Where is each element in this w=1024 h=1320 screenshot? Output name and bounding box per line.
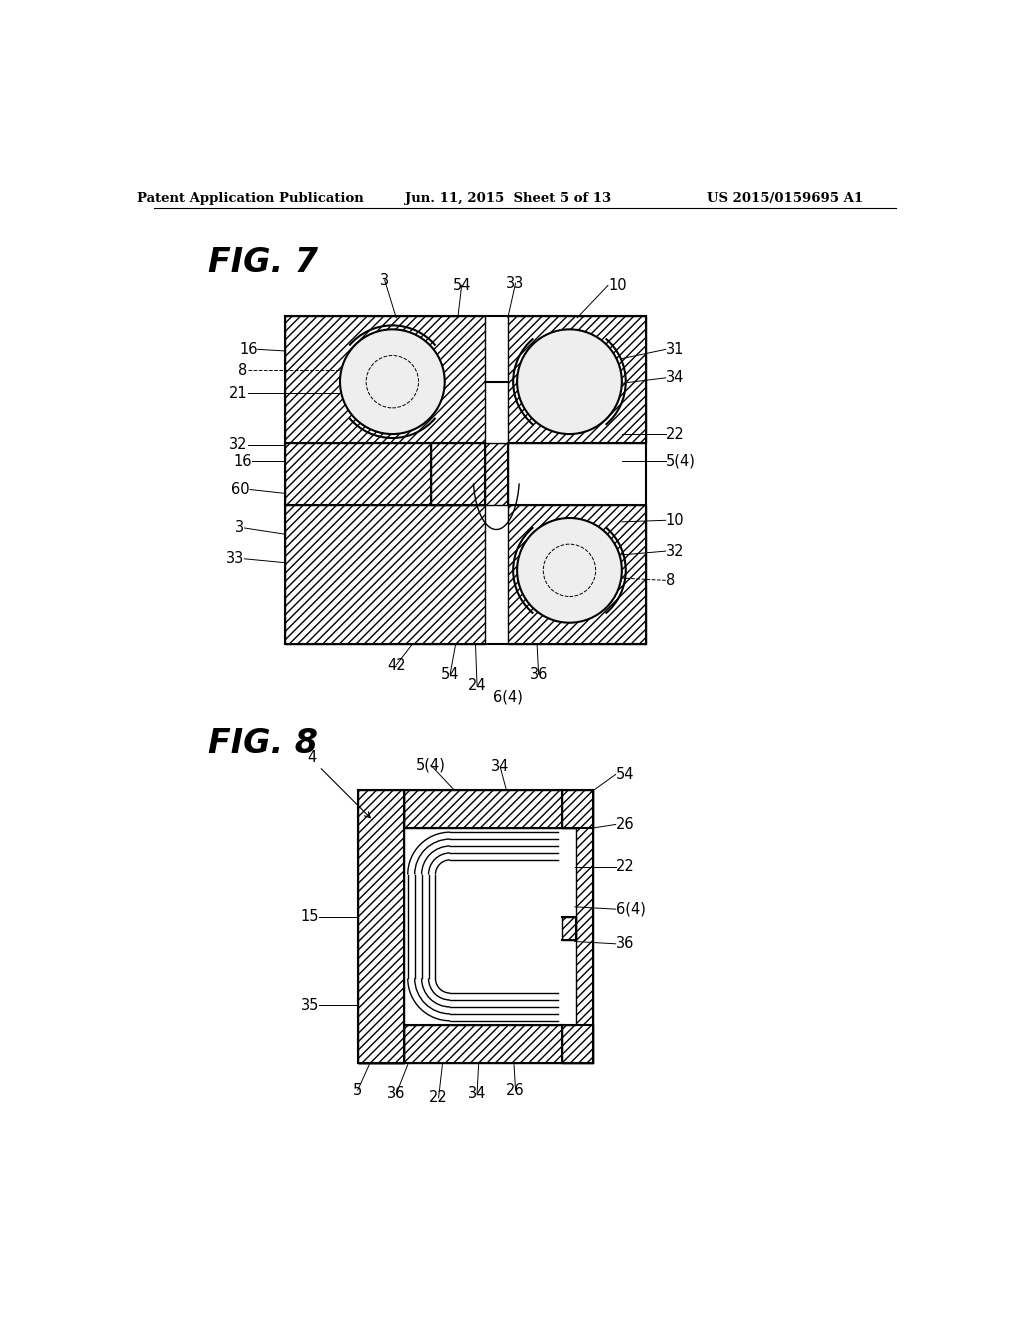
Text: 6(4): 6(4) [493,690,523,705]
Text: 22: 22 [615,859,635,874]
Polygon shape [357,789,593,829]
Polygon shape [508,317,646,444]
Text: 15: 15 [301,909,319,924]
Text: 10: 10 [608,279,627,293]
Circle shape [517,330,622,434]
Text: 33: 33 [507,276,524,290]
Text: 26: 26 [506,1082,525,1098]
Text: 3: 3 [380,272,389,288]
Text: 26: 26 [615,817,634,832]
Text: 31: 31 [666,342,684,356]
Circle shape [340,330,444,434]
Text: 54: 54 [441,667,460,682]
Text: 36: 36 [387,1086,406,1101]
Text: 6(4): 6(4) [615,902,645,916]
Text: 21: 21 [229,385,248,401]
Text: 42: 42 [387,657,406,673]
Text: 16: 16 [233,454,252,469]
Text: 54: 54 [453,279,471,293]
Text: 32: 32 [666,544,684,558]
Text: 34: 34 [468,1086,486,1101]
Text: 34: 34 [666,371,684,385]
Text: 5(4): 5(4) [416,758,445,772]
Polygon shape [562,789,593,1063]
Text: 8: 8 [666,573,675,587]
Text: 35: 35 [301,998,319,1012]
Circle shape [517,517,622,623]
Text: Patent Application Publication: Patent Application Publication [136,191,364,205]
Text: 8: 8 [239,363,248,378]
Text: 60: 60 [231,482,250,498]
Polygon shape [285,317,484,444]
Polygon shape [431,444,484,506]
Text: US 2015/0159695 A1: US 2015/0159695 A1 [707,191,863,205]
Text: FIG. 8: FIG. 8 [208,727,317,760]
Text: 36: 36 [529,667,548,682]
Text: 36: 36 [615,936,634,952]
Text: 22: 22 [429,1090,447,1105]
Text: 16: 16 [240,342,258,356]
Text: 22: 22 [666,426,684,442]
Polygon shape [357,789,403,1063]
Polygon shape [508,506,646,644]
Text: 10: 10 [666,512,684,528]
Polygon shape [484,444,508,506]
Text: 32: 32 [229,437,248,453]
Text: 3: 3 [236,520,245,536]
Text: 5: 5 [353,1082,362,1098]
Polygon shape [285,506,484,644]
Polygon shape [357,1024,593,1063]
Polygon shape [285,444,431,506]
Text: 5(4): 5(4) [666,454,695,469]
Text: 24: 24 [468,678,486,693]
Text: 54: 54 [615,767,634,781]
Text: 4: 4 [307,750,316,766]
Text: Jun. 11, 2015  Sheet 5 of 13: Jun. 11, 2015 Sheet 5 of 13 [404,191,611,205]
Text: 33: 33 [226,552,245,566]
Text: 34: 34 [490,759,509,775]
Text: FIG. 7: FIG. 7 [208,246,317,279]
Polygon shape [562,917,575,940]
